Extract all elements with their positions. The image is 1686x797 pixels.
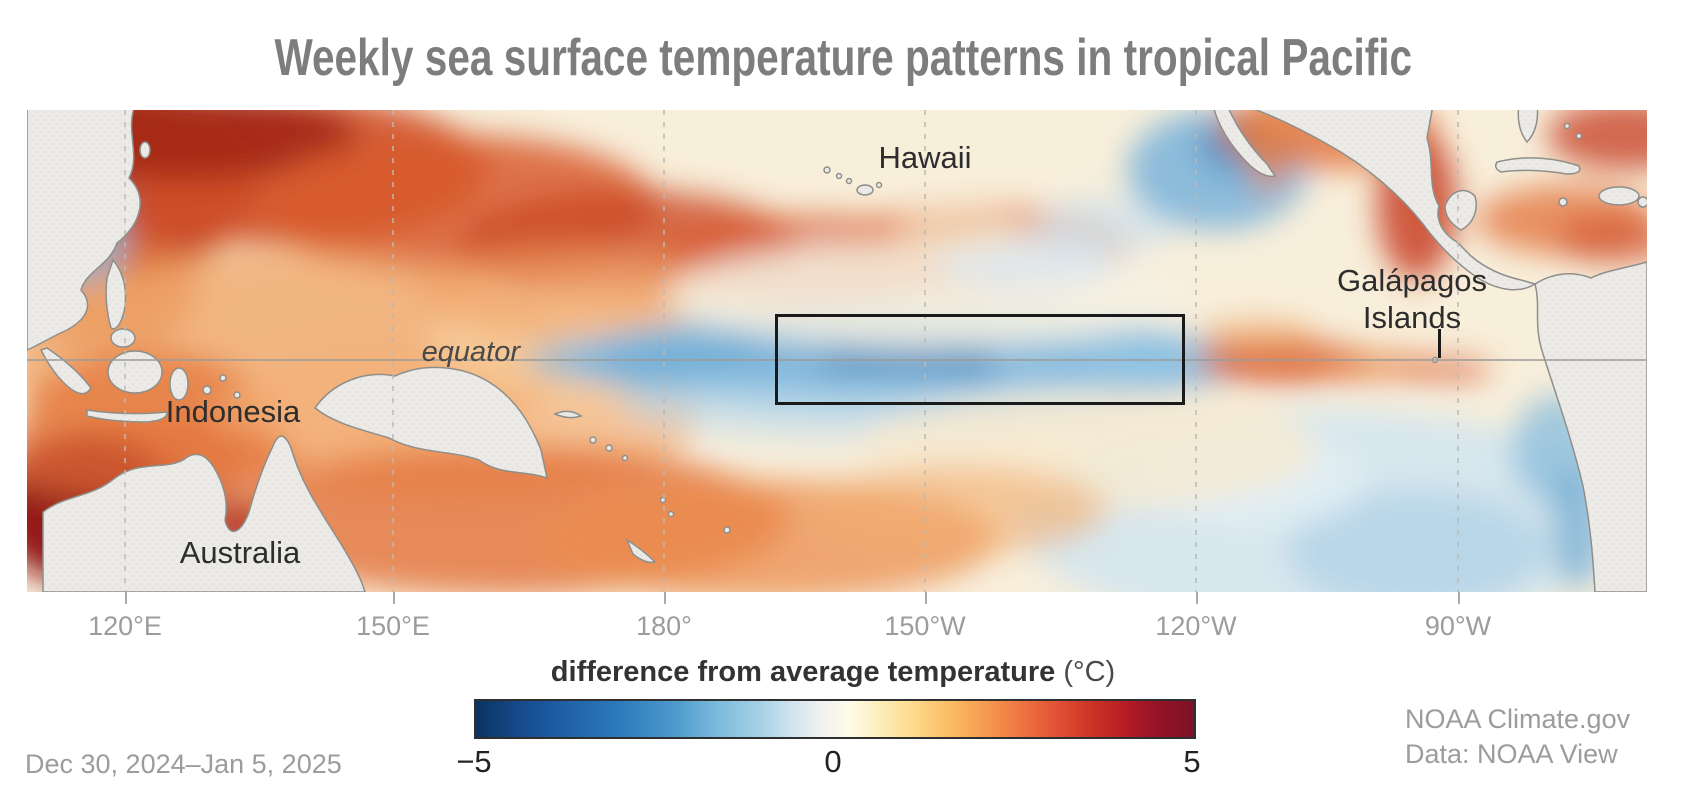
label-equator: equator <box>421 336 520 368</box>
figure-title: Weekly sea surface temperature patterns … <box>274 29 1412 87</box>
axis-label-180: 180° <box>636 611 692 641</box>
land-new-guinea <box>313 366 549 480</box>
land-borneo <box>107 350 163 394</box>
label-indonesia: Indonesia <box>165 394 301 429</box>
axis-tick <box>1196 592 1198 604</box>
label-australia: Australia <box>179 535 301 570</box>
colorbar-tick-min: −5 <box>456 744 492 779</box>
axis-label-150e: 150°E <box>356 611 430 641</box>
galapagos-leader-line <box>1438 329 1441 358</box>
axis-label-90w: 90°W <box>1424 611 1492 641</box>
figure-title-row: Weekly sea surface temperature patterns … <box>0 28 1686 88</box>
axis-tick <box>125 592 127 604</box>
sst-anomaly-raster <box>27 110 1647 592</box>
axis-tick <box>664 592 666 604</box>
land-south-america <box>1534 261 1647 592</box>
label-hawaii: Hawaii <box>878 140 972 175</box>
landmasses <box>27 110 1647 592</box>
land-florida <box>1517 110 1539 144</box>
credit-data-source: Data: NOAA View <box>1405 739 1618 769</box>
land-baja <box>1213 110 1277 178</box>
land-philippines <box>105 258 127 330</box>
land-cuba <box>1494 157 1581 175</box>
axis-tick <box>393 592 395 604</box>
colorbar-title: difference from average temperature (°C) <box>0 656 1666 689</box>
axis-label-120w: 120°W <box>1155 611 1237 641</box>
axis-label-120e: 120°E <box>88 611 162 641</box>
credits: NOAA Climate.gov Data: NOAA View <box>1405 702 1630 772</box>
axis-tick <box>1458 592 1460 604</box>
land-yucatan <box>1444 189 1477 231</box>
temperature-colorbar <box>474 699 1196 739</box>
credit-climate-gov: NOAA Climate.gov <box>1405 704 1631 734</box>
pacific-map: Hawaii Galápagos Islands Indonesia Austr… <box>27 110 1647 592</box>
land-sulawesi <box>169 367 189 401</box>
colorbar-tick-mid: 0 <box>824 744 842 779</box>
land-mexico-central-america <box>1254 110 1537 291</box>
colorbar-tick-max: 5 <box>1183 744 1201 779</box>
axis-tick <box>925 592 927 604</box>
land-hispaniola <box>1598 186 1640 206</box>
land-hawaiian-islands <box>823 166 883 196</box>
label-galapagos-line2: Islands <box>1362 300 1462 335</box>
land-asia <box>27 110 141 351</box>
nino34-region-box <box>775 314 1185 405</box>
meridian-gridlines <box>124 110 1459 592</box>
label-galapagos: Galápagos Islands <box>1302 262 1522 336</box>
colorbar-title-text: difference from average temperature <box>550 656 1056 688</box>
land-taiwan <box>139 141 151 159</box>
date-range: Dec 30, 2024–Jan 5, 2025 <box>25 749 342 779</box>
axis-label-150w: 150°W <box>884 611 966 641</box>
colorbar-title-unit: (°C) <box>1055 656 1116 688</box>
label-galapagos-line1: Galápagos <box>1337 263 1487 298</box>
land-australia <box>42 435 366 592</box>
